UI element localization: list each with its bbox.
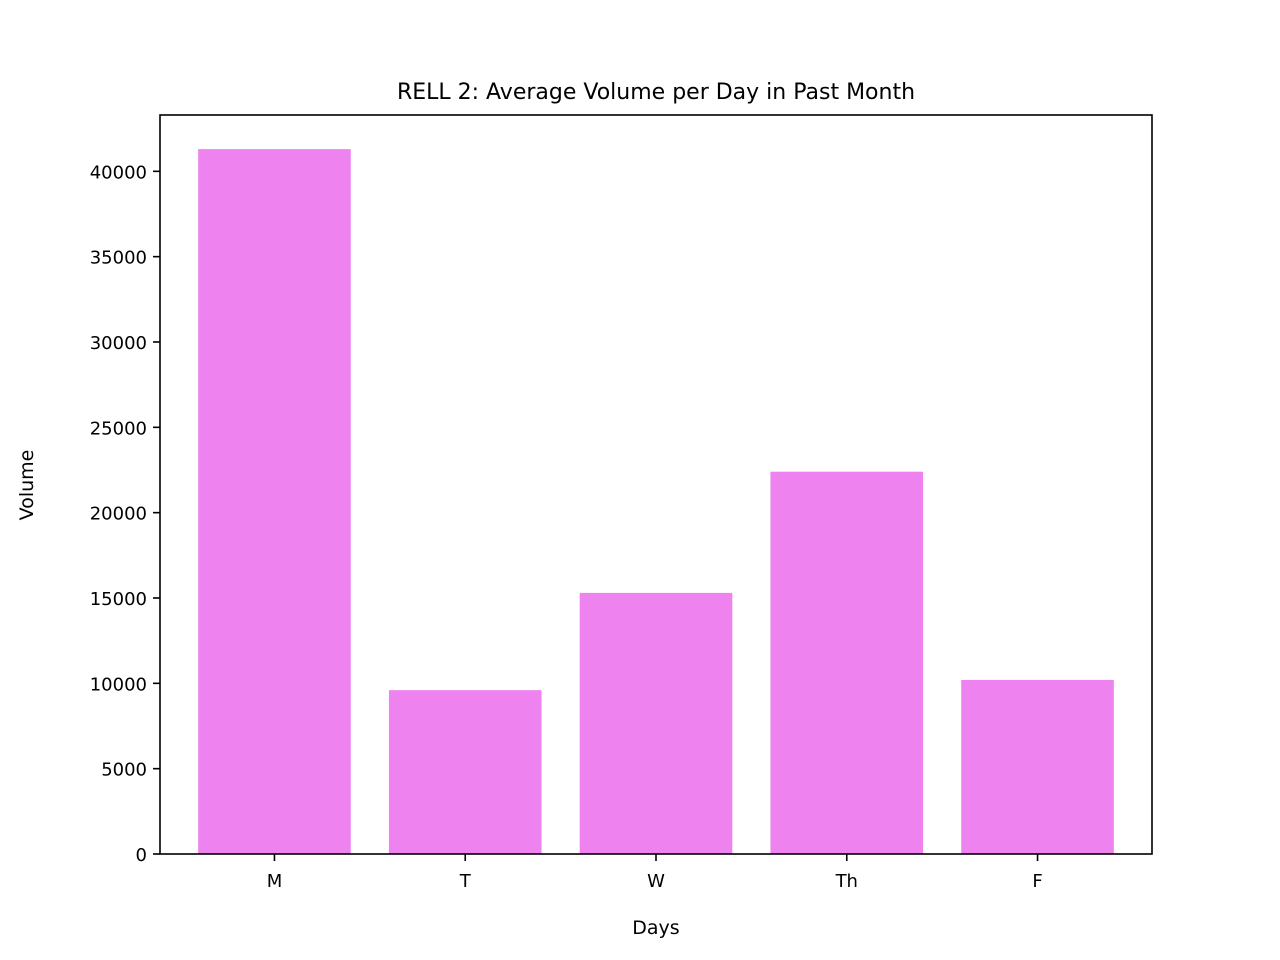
y-axis-label: Volume	[16, 450, 38, 521]
x-tick-label: W	[647, 871, 665, 892]
y-tick-label: 15000	[90, 589, 147, 610]
chart-title: RELL 2: Average Volume per Day in Past M…	[397, 80, 915, 105]
bar-f	[961, 679, 1114, 854]
y-tick-label: 20000	[90, 504, 147, 525]
y-axis-ticks: 0 5000 10000 15000 20000 25000 30000 35000 40000	[90, 162, 160, 866]
bars-group	[198, 149, 1114, 855]
x-tick-label: M	[267, 871, 283, 892]
y-tick-label: 30000	[90, 333, 147, 354]
bar-th	[770, 471, 924, 854]
y-tick-label: 5000	[101, 760, 147, 781]
bar-m	[198, 149, 351, 855]
y-tick-label: 0	[136, 845, 147, 866]
x-tick-label: F	[1032, 871, 1042, 892]
bar-w	[579, 592, 733, 854]
x-axis-label: Days	[632, 917, 679, 939]
y-tick-label: 10000	[90, 674, 147, 695]
plot-frame	[159, 114, 1153, 855]
bar-t	[388, 690, 542, 854]
y-tick-label: 40000	[90, 162, 147, 183]
y-tick-label: 35000	[90, 248, 147, 269]
y-tick-label: 25000	[90, 418, 147, 439]
x-tick-label: Th	[835, 871, 858, 892]
x-tick-label: T	[459, 871, 472, 892]
x-axis-ticks: M T W Th F	[267, 854, 1043, 892]
